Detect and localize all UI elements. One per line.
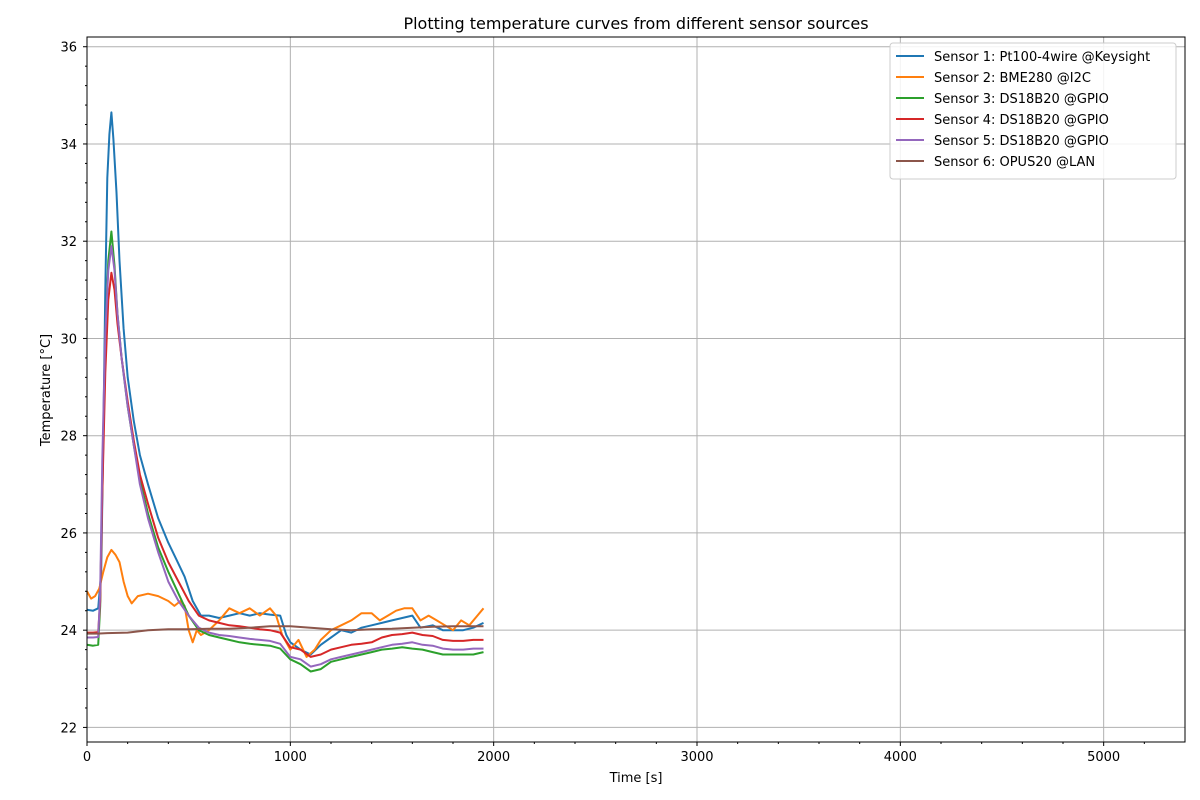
x-tick-label-2: 2000 [477, 750, 510, 765]
y-tick-label-4: 30 [60, 332, 77, 347]
legend-label-1: Sensor 1: Pt100-4wire @Keysight [934, 50, 1150, 65]
legend-label-3: Sensor 3: DS18B20 @GPIO [934, 92, 1109, 107]
x-tick-label-5: 5000 [1087, 750, 1120, 765]
series-layer [86, 111, 485, 673]
x-axis-label: Time [s] [609, 771, 663, 786]
y-tick-label-1: 24 [60, 624, 77, 639]
legend-label-6: Sensor 6: OPUS20 @LAN [934, 155, 1095, 170]
y-axis-label: Temperature [°C] [39, 334, 54, 447]
ticks-layer: 0 1000 2000 3000 4000 5000 22 24 26 28 30 32 34 36 [60, 41, 1145, 765]
series-line-2 [86, 548, 485, 658]
chart-title: Plotting temperature curves from differe… [403, 14, 868, 33]
series-line-6 [87, 625, 484, 635]
y-tick-label-2: 26 [60, 527, 77, 542]
legend-box [889, 42, 1177, 180]
y-tick-label-6: 34 [60, 138, 77, 153]
plot-frame [86, 36, 1186, 743]
x-tick-label-3: 3000 [680, 750, 713, 765]
series-line-1 [86, 111, 484, 656]
legend-label-2: Sensor 2: BME280 @I2C [934, 71, 1091, 86]
y-tick-label-0: 22 [60, 721, 77, 736]
x-tick-label-0: 0 [83, 750, 91, 765]
y-tick-label-7: 36 [60, 41, 77, 56]
y-tick-label-3: 28 [60, 430, 77, 445]
legend-label-4: Sensor 4: DS18B20 @GPIO [934, 113, 1109, 128]
x-tick-label-4: 4000 [884, 750, 917, 765]
legend: Sensor 1: Pt100-4wire @Keysight Sensor 2:… [889, 42, 1177, 180]
series-line-5 [87, 245, 484, 668]
x-tick-label-1: 1000 [274, 750, 307, 765]
y-tick-label-5: 32 [60, 235, 77, 250]
legend-label-5: Sensor 5: DS18B20 @GPIO [934, 134, 1109, 149]
